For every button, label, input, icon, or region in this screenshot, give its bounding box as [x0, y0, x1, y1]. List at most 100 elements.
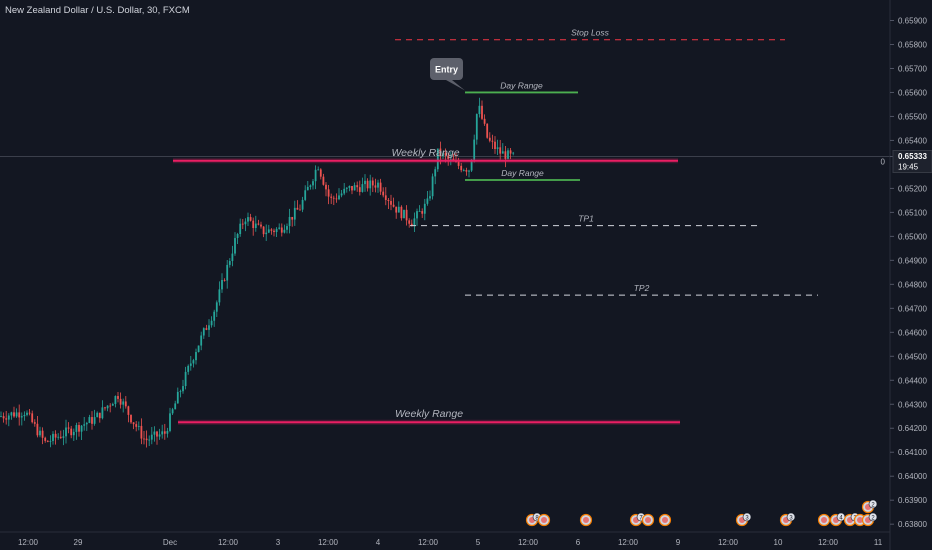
time-label: 12:00: [518, 538, 539, 547]
candle-body: [293, 207, 296, 220]
event-marker-core: [857, 517, 863, 523]
annotations[interactable]: Stop Loss Day Range Weekly Range Day Range T…: [173, 28, 818, 425]
candle-body: [195, 352, 197, 361]
candle-body: [449, 158, 452, 160]
candle-body: [252, 220, 255, 228]
candle-body: [239, 223, 242, 235]
time-label: 9: [676, 538, 681, 547]
candle-body: [46, 440, 49, 442]
candle-body: [62, 436, 65, 438]
candle-body: [444, 153, 447, 156]
candle-body: [356, 185, 359, 188]
candle-body: [260, 224, 262, 227]
candle-body: [208, 325, 210, 330]
candle-body: [335, 198, 338, 200]
time-label: 5: [476, 538, 481, 547]
candle-body: [306, 186, 309, 191]
event-marker-core: [645, 517, 651, 523]
candle-body: [436, 148, 439, 170]
candle-body: [0, 416, 2, 417]
candle-body: [312, 181, 314, 186]
candle-body: [192, 360, 195, 364]
candle-body: [10, 412, 13, 416]
candle-body: [408, 220, 411, 224]
candle-body: [39, 430, 41, 436]
time-label: 3: [276, 538, 281, 547]
candle-body: [390, 200, 392, 205]
candle-body: [439, 148, 442, 157]
candle-body: [351, 185, 353, 191]
candle-body: [72, 431, 75, 436]
event-marker-core: [541, 517, 547, 523]
event-badge: [742, 512, 752, 522]
price-label: 0.64000: [898, 472, 927, 481]
candle-body: [158, 434, 161, 437]
candle-body: [410, 223, 413, 227]
price-axis[interactable]: 0.65900 0.65800 0.65700 0.65600 0.65500 0.654…: [881, 0, 932, 550]
price-label: 0.65200: [898, 184, 927, 193]
candle-body: [473, 139, 476, 160]
candle-body: [109, 405, 112, 407]
price-label: 0.64200: [898, 424, 927, 433]
candle-body: [343, 188, 346, 194]
candle-body: [288, 216, 291, 227]
candle-body: [431, 176, 434, 197]
price-marker: 0: [881, 157, 886, 166]
candle-body: [442, 153, 444, 157]
candle-body: [101, 407, 104, 419]
candle-body: [379, 182, 382, 192]
candle-body: [156, 431, 158, 437]
event-badge-count: 3: [745, 515, 749, 521]
candle-body: [163, 431, 166, 434]
candle-body: [374, 185, 377, 188]
candle-body: [122, 401, 125, 405]
candle-body: [119, 398, 122, 405]
candle-body: [221, 280, 223, 290]
candle-body: [325, 184, 327, 190]
candle-body: [176, 391, 179, 404]
candle-body: [413, 218, 416, 227]
event-markers[interactable]: 87334222: [525, 499, 878, 527]
candle-body: [491, 140, 494, 142]
candle-body: [5, 418, 8, 420]
candle-body: [85, 422, 88, 425]
event-badge-count: 3: [789, 515, 793, 521]
candle-body: [317, 169, 320, 171]
candle-body: [384, 195, 387, 200]
candle-body: [148, 439, 151, 441]
candle-body: [257, 223, 260, 225]
candle-body: [478, 105, 481, 115]
price-label: 0.65400: [898, 136, 927, 145]
price-label: 0.64900: [898, 256, 927, 265]
candle-body: [507, 150, 509, 159]
candle-body: [57, 436, 60, 438]
time-axis[interactable]: 12:00 29 Dec 12:00 3 12:00 4 12:00 5 12:00 6 12:00 9…: [0, 531, 890, 547]
candle-body: [392, 204, 395, 207]
price-label: 0.64300: [898, 400, 927, 409]
candle-body: [330, 196, 333, 198]
candle-body: [182, 386, 184, 392]
candle-body: [314, 169, 317, 182]
candle-body: [171, 409, 174, 414]
tp-label: TP2: [634, 283, 650, 293]
candle-body: [28, 412, 31, 414]
candle-body: [117, 396, 119, 399]
price-label: 0.65800: [898, 40, 927, 49]
event-badge-count: 8: [535, 515, 539, 521]
candle-body: [54, 433, 57, 438]
candle-body: [501, 151, 504, 154]
candle-body: [13, 412, 15, 417]
candle-body: [15, 412, 18, 417]
event-badge-count: 4: [839, 515, 843, 521]
candle-body: [468, 170, 470, 172]
candle-body: [36, 423, 39, 436]
candle-body: [223, 280, 226, 281]
candle-body: [143, 438, 145, 440]
candle-body: [241, 223, 244, 225]
candle-body: [236, 234, 239, 239]
candle-body: [447, 155, 450, 159]
candle-body: [124, 401, 127, 407]
candle-body: [416, 211, 418, 219]
